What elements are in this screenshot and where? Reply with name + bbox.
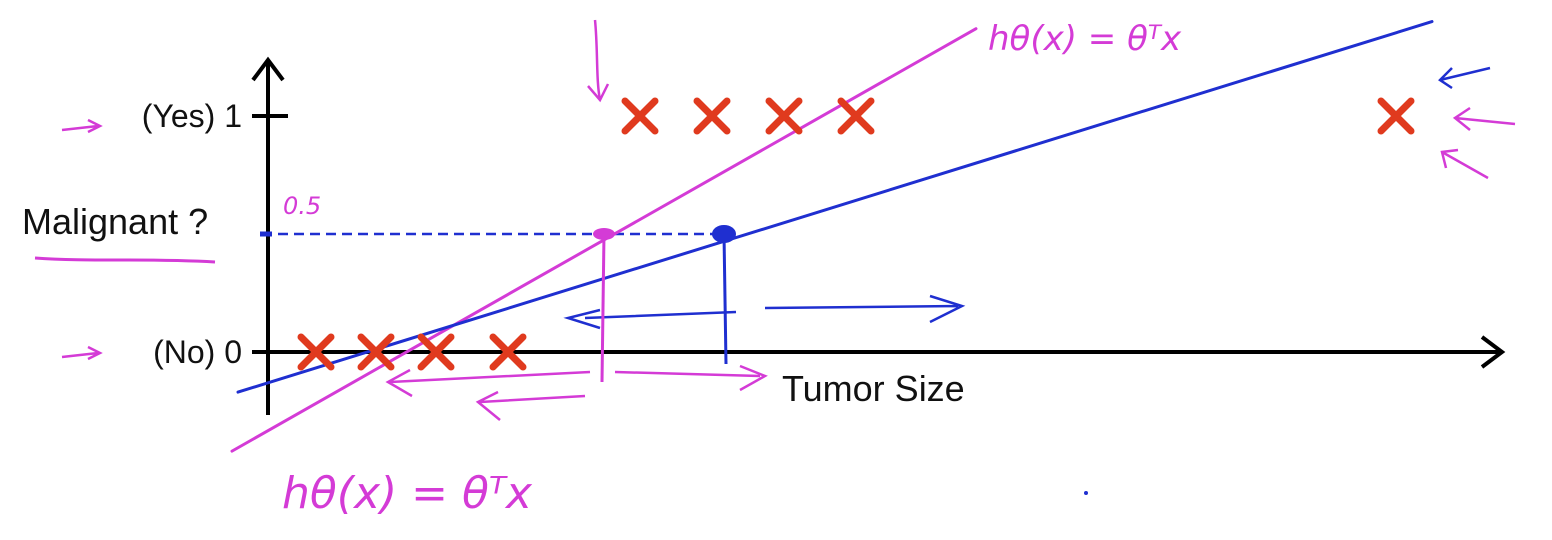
y-axis-arrowhead xyxy=(251,56,285,82)
threshold-point-0 xyxy=(593,228,615,240)
down-arrow-mark xyxy=(587,19,610,103)
hypothesis-annotation-top: hθ(x) = θᵀx xyxy=(988,19,1182,59)
outlier-blue-arrow xyxy=(1438,66,1491,90)
x-axis-arrowhead xyxy=(1480,335,1506,369)
blue-range-arrows xyxy=(563,294,966,330)
data-point-cross-7 xyxy=(837,97,875,135)
threshold-point-1 xyxy=(712,225,736,243)
data-point-cross-2 xyxy=(417,333,455,371)
data-point-cross-0 xyxy=(297,333,335,371)
fit-line-blue xyxy=(236,20,1434,394)
plot-area xyxy=(230,20,1506,453)
hypothesis-annotation-bottom: hθ(x) = θᵀx xyxy=(282,468,533,519)
magenta-range-arrows xyxy=(385,364,768,421)
data-point-cross-5 xyxy=(693,97,731,135)
y-axis-label: Malignant ? xyxy=(22,201,208,242)
stray-dot xyxy=(1084,491,1088,495)
data-point-cross-8 xyxy=(1377,97,1415,135)
threshold-drop-line-1 xyxy=(722,233,728,365)
pointer-arrows-left xyxy=(61,118,103,361)
data-point-cross-6 xyxy=(765,97,803,135)
y-tick-label-no: (No) 0 xyxy=(153,334,242,370)
threshold-label: 0.5 xyxy=(283,192,321,220)
data-point-cross-4 xyxy=(621,97,659,135)
data-point-cross-3 xyxy=(489,333,527,371)
ylabel-underline xyxy=(34,256,216,264)
y-tick-label-yes: (Yes) 1 xyxy=(142,98,242,134)
outlier-arrows xyxy=(1440,106,1516,180)
threshold-drop-line-0 xyxy=(600,233,606,383)
x-axis-label: Tumor Size xyxy=(782,368,965,409)
data-point-cross-1 xyxy=(357,333,395,371)
